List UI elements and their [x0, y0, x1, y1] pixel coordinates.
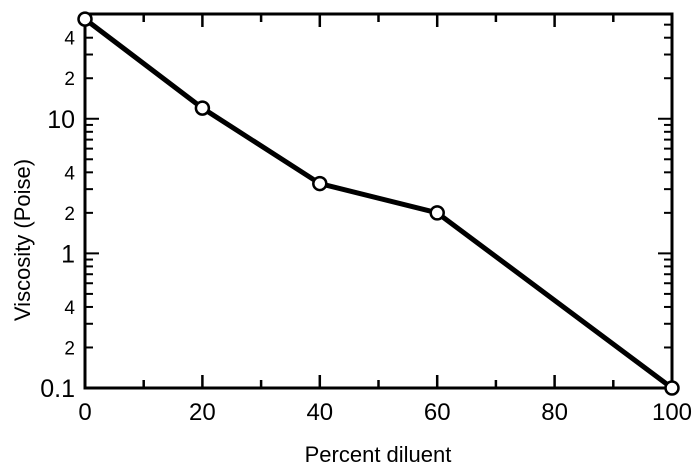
x-tick-label: 40 [306, 399, 333, 426]
data-point [664, 380, 680, 396]
ticks [83, 13, 674, 389]
y-tick-label: 2 [64, 204, 75, 225]
x-axis-label: Percent diluent [305, 442, 452, 467]
y-axis-label: Viscosity (Poise) [10, 159, 35, 321]
y-tick-label: 10 [47, 106, 75, 134]
x-tick-label: 100 [652, 399, 692, 426]
tick-labels: 0 20 40 60 80 100 0.1 2 4 1 2 4 10 2 4 [40, 29, 692, 426]
series-line [83, 17, 674, 391]
data-point [312, 175, 328, 192]
y-tick-label: 2 [64, 69, 75, 90]
plot-frame [83, 12, 674, 390]
x-tick-label: 0 [78, 399, 91, 426]
x-tick-label: 60 [424, 399, 451, 426]
data-point [194, 100, 211, 116]
y-tick-label: 4 [64, 163, 75, 184]
data-point [429, 205, 445, 221]
y-tick-label: 0.1 [40, 375, 75, 403]
y-tick-label: 1 [61, 240, 75, 268]
data-point [77, 11, 93, 27]
y-tick-label: 4 [64, 29, 75, 50]
y-tick-label: 4 [64, 298, 75, 319]
series [77, 11, 680, 396]
x-tick-label: 20 [189, 399, 216, 426]
y-tick-label: 2 [64, 338, 75, 359]
axes [83, 12, 674, 390]
x-tick-label: 80 [541, 399, 568, 426]
